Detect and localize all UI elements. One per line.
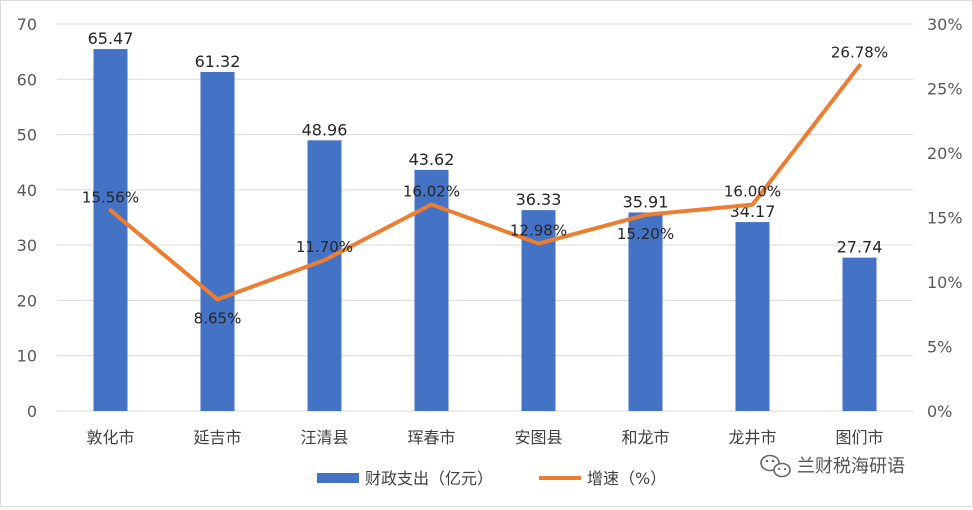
- bar: [307, 140, 342, 411]
- left-axis-ticks: 0 10 20 30 40 50 60 70: [17, 15, 37, 421]
- right-axis-ticks: 0% 5% 10% 15% 20% 25% 30%: [927, 15, 963, 421]
- bar: [93, 49, 128, 411]
- line-data-label: 16.00%: [724, 183, 781, 201]
- category-label: 延吉市: [193, 428, 241, 447]
- left-tick-label: 0: [27, 402, 37, 421]
- line-data-label: 15.56%: [82, 188, 139, 206]
- right-tick-label: 5%: [927, 338, 952, 357]
- line-data-labels: 15.56% 8.65% 11.70% 16.02% 12.98% 15.20% 16.00…: [82, 44, 888, 328]
- growth-line: [108, 63, 862, 302]
- left-tick-label: 50: [17, 126, 37, 145]
- bar-data-label: 61.32: [195, 52, 241, 71]
- left-tick-label: 70: [17, 15, 37, 34]
- bar-series: [93, 49, 877, 411]
- wechat-icon: [760, 454, 791, 478]
- left-tick-label: 20: [17, 291, 37, 310]
- bar: [842, 257, 877, 411]
- bar-data-label: 35.91: [623, 192, 669, 211]
- category-label: 敦化市: [86, 428, 134, 447]
- line-data-label: 8.65%: [194, 309, 242, 327]
- legend-bar-swatch: [317, 473, 359, 483]
- line-series: [108, 63, 862, 302]
- left-tick-label: 40: [17, 181, 37, 200]
- category-label: 龙井市: [728, 428, 776, 447]
- right-tick-label: 20%: [927, 144, 963, 163]
- category-label: 和龙市: [621, 428, 669, 447]
- left-tick-label: 10: [17, 347, 37, 366]
- right-tick-label: 15%: [927, 209, 963, 228]
- gridlines: [57, 23, 913, 412]
- category-label: 汪清县: [300, 428, 348, 447]
- line-data-label: 15.20%: [617, 225, 674, 243]
- watermark-text: 兰财税海研语: [797, 456, 905, 477]
- watermark: 兰财税海研语: [760, 454, 905, 478]
- line-data-label: 26.78%: [831, 44, 888, 62]
- bar: [628, 212, 663, 411]
- line-data-label: 11.70%: [296, 238, 353, 256]
- right-tick-label: 30%: [927, 15, 963, 34]
- bar-data-label: 27.74: [837, 238, 883, 257]
- bar-data-label: 36.33: [516, 190, 562, 209]
- category-labels: 敦化市 延吉市 汪清县 珲春市 安图县 和龙市 龙井市 图们市: [86, 428, 883, 447]
- bar: [200, 71, 235, 411]
- line-data-label: 12.98%: [510, 222, 567, 240]
- left-tick-label: 30: [17, 236, 37, 255]
- category-label: 珲春市: [407, 428, 455, 447]
- bar-data-label: 43.62: [409, 150, 455, 169]
- legend-bar-label: 财政支出（亿元）: [365, 469, 493, 488]
- right-tick-label: 10%: [927, 273, 963, 292]
- left-tick-label: 60: [17, 70, 37, 89]
- bar: [735, 222, 770, 411]
- right-tick-label: 25%: [927, 80, 963, 99]
- legend-line-label: 增速（%）: [587, 469, 666, 488]
- bar-data-label: 65.47: [88, 29, 134, 48]
- legend: 财政支出（亿元） 增速（%）: [317, 469, 666, 488]
- bar-data-label: 48.96: [302, 120, 348, 139]
- category-label: 图们市: [835, 428, 883, 447]
- right-tick-label: 0%: [927, 402, 952, 421]
- line-data-label: 16.02%: [403, 182, 460, 200]
- category-label: 安图县: [514, 428, 562, 447]
